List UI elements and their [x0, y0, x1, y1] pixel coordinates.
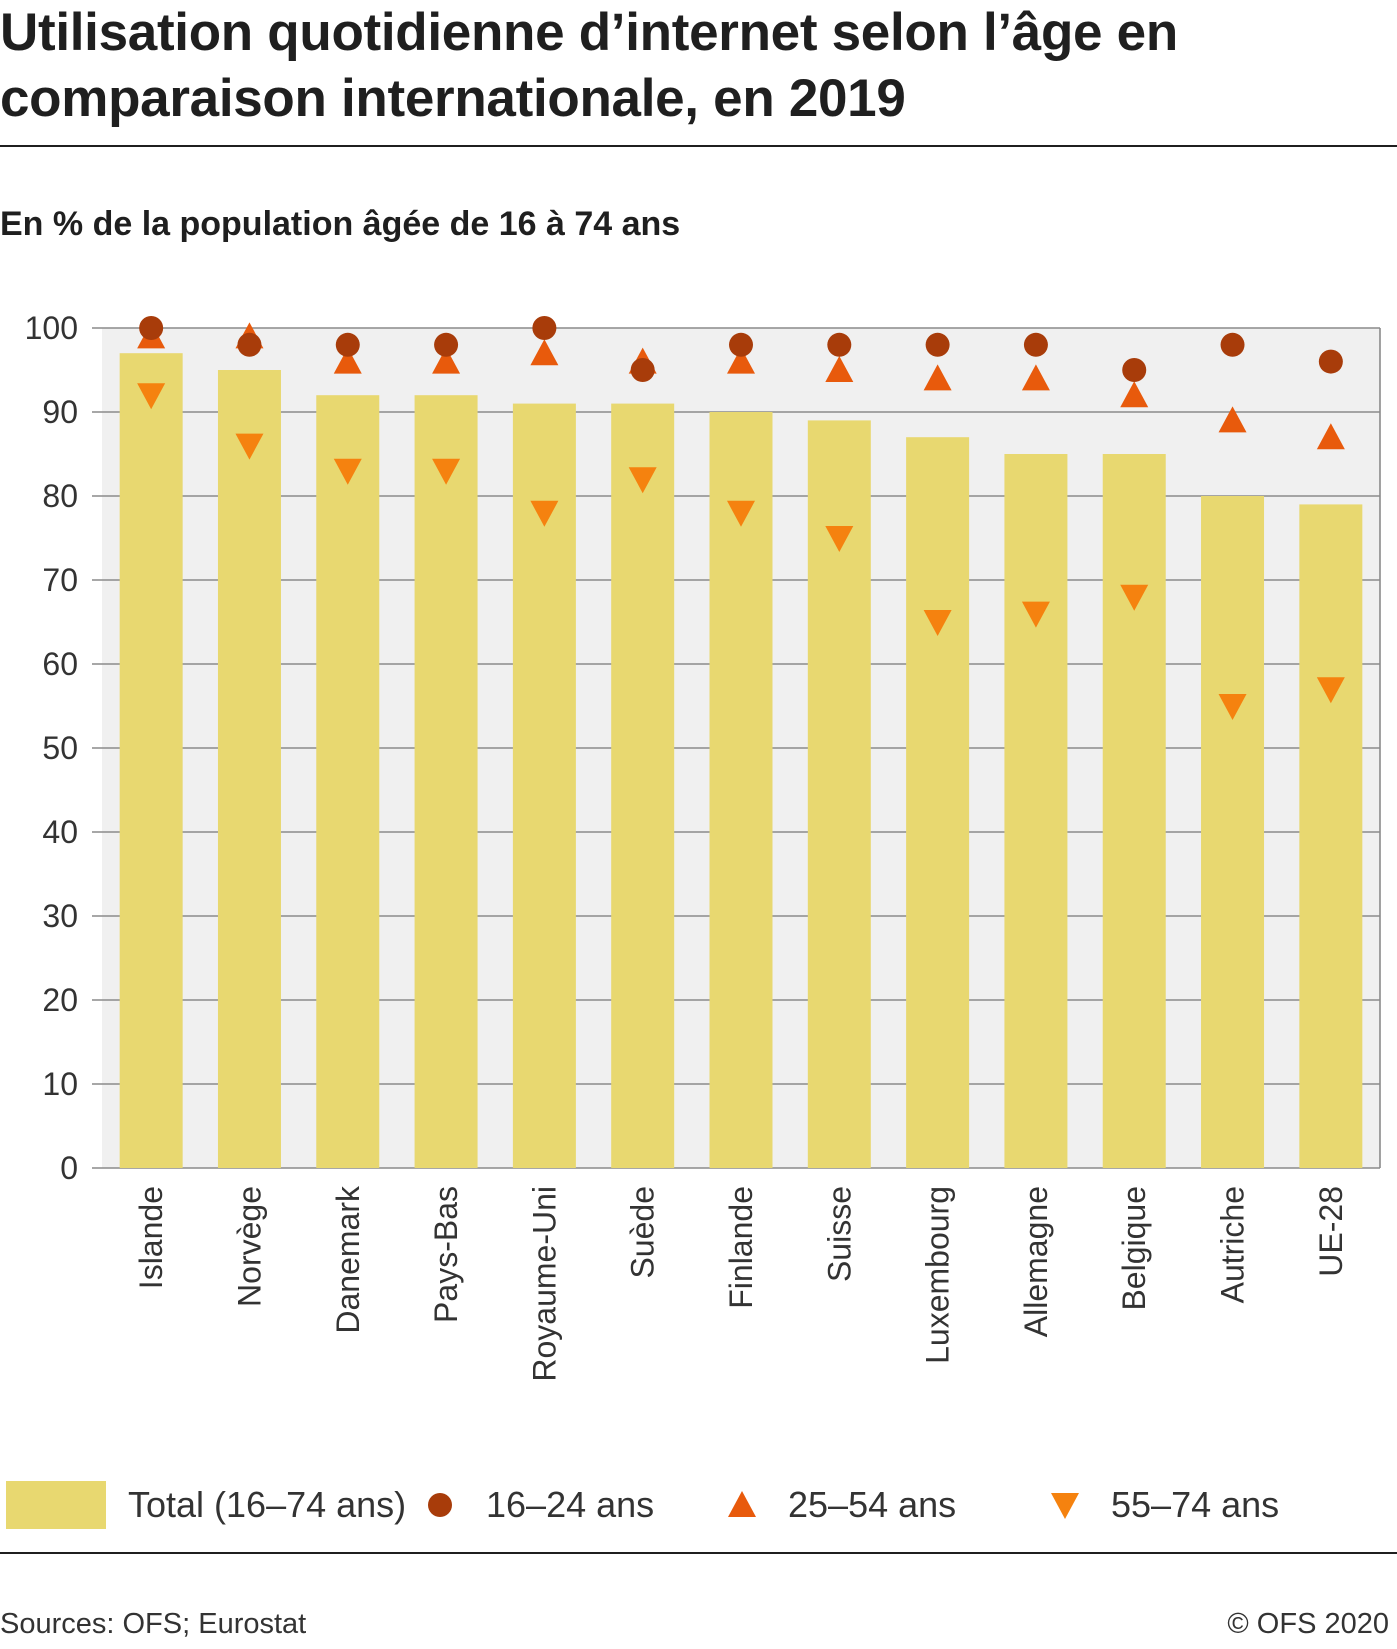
marker-55-74: [923, 610, 952, 636]
triangle-down-marker-icon: [1051, 1493, 1079, 1519]
x-tick-labels: Islande Norvège Danemark Pays-Bas Royaume-Un…: [133, 1185, 1349, 1382]
legend-label-25-54: 25–54 ans: [788, 1484, 957, 1525]
triangle-up-marker-icon: [728, 1491, 756, 1517]
y-tick-label: 60: [42, 646, 78, 682]
bar-total: [316, 395, 380, 1168]
y-tick-label: 20: [42, 982, 78, 1018]
marker-55-74: [137, 383, 166, 410]
marker-25-54: [923, 364, 952, 391]
chart-title: Utilisation quotidienne d’internet selon…: [0, 3, 1178, 128]
bar-total: [1102, 454, 1166, 1168]
y-tick-label: 30: [42, 898, 78, 934]
y-tick-label: 90: [42, 394, 78, 430]
marker-55-74: [530, 500, 559, 527]
x-tick-label: Luxembourg: [920, 1186, 956, 1364]
marker-55-74: [235, 433, 264, 460]
marker-55-74: [1021, 601, 1050, 628]
y-tick-label: 50: [42, 730, 78, 766]
marker-16-24: [1318, 349, 1343, 374]
marker-25-54: [727, 347, 755, 374]
legend-bar-swatch: [6, 1481, 106, 1529]
marker-25-54: [1316, 423, 1345, 450]
title-divider: [0, 145, 1397, 147]
legend-item-25-54: 25–54 ans: [722, 1470, 956, 1540]
bar-total: [119, 353, 183, 1168]
chart-subtitle: En % de la population âgée de 16 à 74 an…: [0, 205, 681, 243]
y-tick-labels: 0 10 20 30 40 50 60 70 80 90 100: [25, 310, 78, 1186]
source-note: Sources: OFS; Eurostat: [0, 1608, 307, 1640]
x-tick-label: Islande: [133, 1186, 169, 1289]
x-tick-label: Pays-Bas: [428, 1186, 464, 1323]
bar-total: [512, 403, 576, 1169]
marker-55-74: [727, 500, 755, 527]
marker-25-54: [825, 356, 854, 382]
marker-16-24: [532, 316, 557, 340]
bar-total: [1004, 454, 1068, 1168]
marker-55-74: [1218, 694, 1247, 720]
marker-25-54: [530, 339, 559, 366]
bar-total: [217, 370, 281, 1168]
bar-total: [906, 437, 970, 1168]
marker-25-54: [1021, 364, 1050, 391]
y-tick-label: 70: [42, 562, 78, 598]
y-tick-label: 40: [42, 814, 78, 850]
marker-55-74: [432, 458, 461, 485]
copyright-note: © OFS 2020: [1227, 1608, 1389, 1640]
legend-label-total: Total (16–74 ans): [128, 1484, 407, 1525]
marker-16-24: [729, 332, 753, 357]
marker-16-24: [434, 332, 459, 357]
legend-item-total: Total (16–74 ans): [6, 1470, 406, 1540]
bar-total: [611, 403, 675, 1169]
marker-16-24: [1220, 332, 1245, 357]
bar-total: [414, 395, 478, 1168]
y-tick-label: 10: [42, 1066, 78, 1102]
marker-25-54: [1120, 381, 1149, 408]
x-tick-label: Allemagne: [1018, 1186, 1054, 1337]
bars: [119, 353, 1363, 1169]
x-tick-label: Suède: [625, 1186, 661, 1279]
x-tick-label: Finlande: [723, 1186, 759, 1309]
bar-total: [709, 412, 773, 1168]
legend-item-16-24: 16–24 ans: [420, 1470, 654, 1540]
marker-16-24: [1023, 332, 1048, 357]
marker-55-74: [1316, 677, 1345, 704]
y-tick-label: 100: [25, 310, 78, 346]
bar-total: [1201, 496, 1265, 1168]
y-tick-label: 80: [42, 478, 78, 514]
x-tick-label: Royaume-Uni: [526, 1186, 562, 1382]
x-tick-label: Autriche: [1215, 1186, 1251, 1303]
marker-16-24: [335, 332, 360, 357]
bar-total: [1299, 504, 1363, 1168]
marker-16-24: [827, 332, 852, 357]
markers: [137, 316, 1345, 720]
marker-16-24: [925, 332, 950, 357]
marker-55-74: [628, 467, 657, 494]
marker-16-24: [1122, 358, 1147, 382]
marker-16-24: [237, 332, 262, 357]
bar-chart: 0 10 20 30 40 50 60 70 80 90 100 Islande Norvège Dan…: [25, 310, 1381, 1382]
x-tick-label: UE-28: [1313, 1186, 1349, 1277]
x-tick-label: Suisse: [821, 1186, 857, 1282]
marker-16-24: [139, 316, 164, 340]
x-tick-label: Danemark: [330, 1185, 366, 1334]
marker-25-54: [333, 347, 362, 374]
legend-item-55-74: 55–74 ans: [1045, 1470, 1279, 1540]
chart-legend: Total (16–74 ans) 16–24 ans 25–54 ans 55…: [0, 1470, 1397, 1540]
circle-marker-icon: [428, 1493, 452, 1517]
legend-label-16-24: 16–24 ans: [486, 1484, 655, 1525]
legend-label-55-74: 55–74 ans: [1111, 1484, 1280, 1525]
footer-divider: [0, 1552, 1397, 1554]
marker-25-54: [1218, 406, 1247, 433]
marker-55-74: [825, 526, 854, 552]
x-tick-label: Norvège: [231, 1186, 267, 1307]
y-tick-label: 0: [60, 1150, 78, 1186]
x-tick-label: Belgique: [1116, 1186, 1152, 1311]
marker-55-74: [333, 458, 362, 485]
marker-16-24: [630, 358, 655, 382]
marker-55-74: [1120, 584, 1149, 611]
marker-25-54: [432, 347, 461, 374]
